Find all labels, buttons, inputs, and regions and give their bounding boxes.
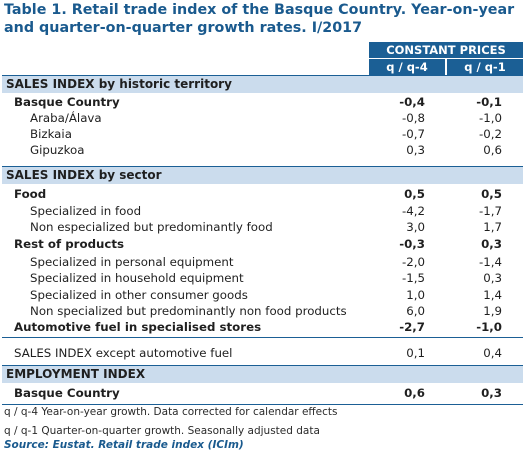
row-value-qoq: -1,0 <box>476 320 502 334</box>
note-yoy: q / q-4 Year-on-year growth. Data correc… <box>4 406 338 418</box>
row-value-yoy: 0,6 <box>404 386 425 400</box>
row-value-yoy: 0,1 <box>406 346 425 360</box>
divider <box>2 404 523 405</box>
row-value-yoy: 1,0 <box>406 288 425 302</box>
divider <box>2 365 523 366</box>
row-value-yoy: -1,5 <box>401 271 425 285</box>
row-label: Specialized in food <box>30 204 142 218</box>
table-row: Araba/Álava -0,8 -1,0 <box>2 110 523 126</box>
note-qoq: q / q-1 Quarter-on-quarter growth. Seaso… <box>4 425 320 437</box>
table-row: Bizkaia -0,7 -0,2 <box>2 126 523 142</box>
table-row: Gipuzkoa 0,3 0,6 <box>2 142 523 158</box>
row-value-qoq: 0,6 <box>483 143 502 157</box>
row-label: Rest of products <box>14 237 125 251</box>
row-label: Food <box>14 187 47 201</box>
section-territory: SALES INDEX by historic territory <box>2 76 523 93</box>
section-label: SALES INDEX by historic territory <box>6 77 232 91</box>
row-value-yoy: -0,8 <box>401 111 425 125</box>
row-value-qoq: -0,2 <box>478 127 502 141</box>
divider <box>2 75 523 76</box>
table-row: Basque Country -0,4 -0,1 <box>2 94 523 110</box>
row-value-yoy: 6,0 <box>406 304 425 318</box>
row-value-yoy: -2,7 <box>399 320 425 334</box>
divider <box>2 166 523 167</box>
row-label: Automotive fuel in specialised stores <box>14 320 262 334</box>
section-sector: SALES INDEX by sector <box>2 167 523 184</box>
row-value-yoy: 0,5 <box>404 187 425 201</box>
divider <box>2 337 523 338</box>
header-col-yoy: q / q-4 <box>369 59 445 75</box>
table-row: Specialized in food -4,2 -1,7 <box>2 203 523 219</box>
row-label: Specialized in household equipment <box>30 271 244 285</box>
row-value-qoq: 1,4 <box>483 288 502 302</box>
row-label: SALES INDEX except automotive fuel <box>14 346 233 360</box>
row-value-yoy: -0,7 <box>401 127 425 141</box>
table-row: Automotive fuel in specialised stores -2… <box>2 319 523 335</box>
row-value-qoq: -1,7 <box>478 204 502 218</box>
section-label: SALES INDEX by sector <box>6 168 162 182</box>
source-note: Source: Eustat. Retail trade index (ICIm… <box>4 439 244 451</box>
row-value-yoy: 3,0 <box>406 220 425 234</box>
row-label: Bizkaia <box>30 127 72 141</box>
header-constant-prices: CONSTANT PRICES <box>369 42 523 58</box>
row-label: Araba/Álava <box>30 111 102 125</box>
row-value-yoy: -2,0 <box>401 255 425 269</box>
table-row: Specialized in household equipment -1,5 … <box>2 270 523 286</box>
table-row: Specialized in other consumer goods 1,0 … <box>2 287 523 303</box>
row-label: Gipuzkoa <box>30 143 85 157</box>
table-row: Food 0,5 0,5 <box>2 186 523 202</box>
row-label: Basque Country <box>14 95 120 109</box>
row-value-qoq: -1,0 <box>478 111 502 125</box>
row-label: Non especialized but predominantly food <box>30 220 273 234</box>
row-value-qoq: 1,7 <box>483 220 502 234</box>
row-value-qoq: -1,4 <box>478 255 502 269</box>
table-row: Rest of products -0,3 0,3 <box>2 236 523 252</box>
table-row: Non specialized but predominantly non fo… <box>2 303 523 319</box>
row-label: Basque Country <box>14 386 120 400</box>
row-label: Specialized in personal equipment <box>30 255 234 269</box>
row-value-yoy: 0,3 <box>406 143 425 157</box>
section-employment: EMPLOYMENT INDEX <box>2 366 523 383</box>
row-value-qoq: 0,3 <box>481 237 502 251</box>
section-label: EMPLOYMENT INDEX <box>6 367 146 381</box>
row-value-yoy: -4,2 <box>401 204 425 218</box>
header-col-qoq: q / q-1 <box>447 59 523 75</box>
row-value-yoy: -0,3 <box>399 237 425 251</box>
row-value-qoq: 1,9 <box>483 304 502 318</box>
table-row: Specialized in personal equipment -2,0 -… <box>2 254 523 270</box>
table-row: Basque Country 0,6 0,3 <box>2 385 523 401</box>
row-value-qoq: 0,4 <box>483 346 502 360</box>
row-value-yoy: -0,4 <box>399 95 425 109</box>
row-value-qoq: 0,5 <box>481 187 502 201</box>
table-row: Non especialized but predominantly food … <box>2 219 523 235</box>
table-row: SALES INDEX except automotive fuel 0,1 0… <box>2 345 523 361</box>
row-value-qoq: 0,3 <box>483 271 502 285</box>
table-title: Table 1. Retail trade index of the Basqu… <box>4 2 515 36</box>
row-label: Specialized in other consumer goods <box>30 288 248 302</box>
row-value-qoq: 0,3 <box>481 386 502 400</box>
row-label: Non specialized but predominantly non fo… <box>30 304 347 318</box>
row-value-qoq: -0,1 <box>476 95 502 109</box>
